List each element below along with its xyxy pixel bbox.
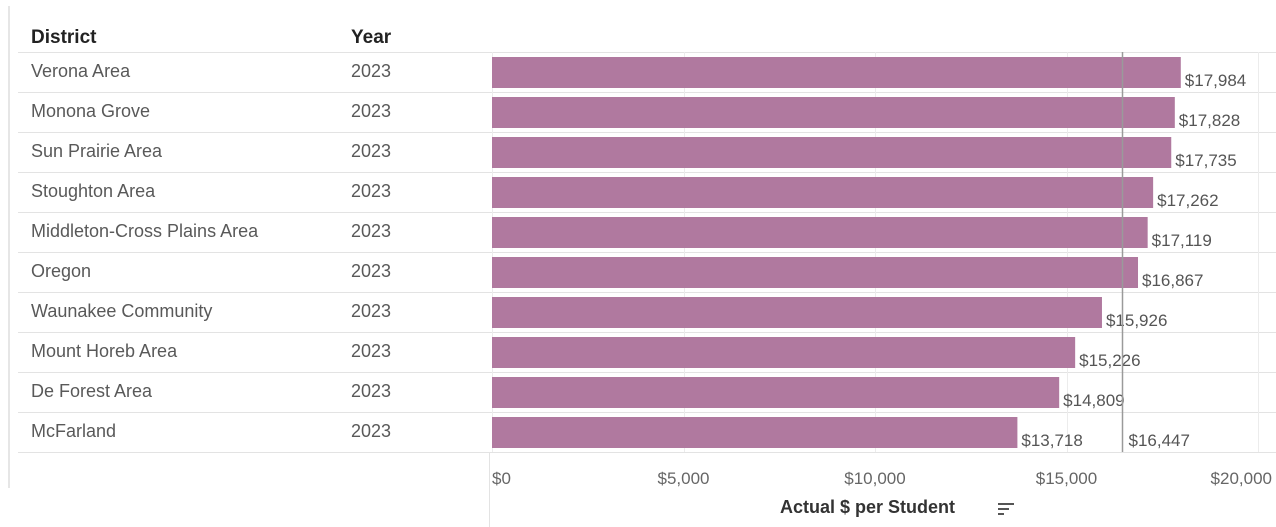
bar-value-label: $16,867 xyxy=(1142,271,1203,290)
bar[interactable] xyxy=(492,257,1139,288)
bar-value-label: $17,119 xyxy=(1152,231,1212,250)
x-tick-label: $5,000 xyxy=(658,469,710,488)
row-separator xyxy=(18,212,1276,213)
year-column-header[interactable]: Year xyxy=(351,27,392,48)
row-separator xyxy=(18,452,1276,453)
bar[interactable] xyxy=(492,377,1060,408)
reference-line-label: $16,447 xyxy=(1129,431,1190,450)
bar[interactable] xyxy=(492,217,1148,248)
bar[interactable] xyxy=(492,97,1175,128)
district-cell[interactable]: De Forest Area xyxy=(31,381,153,401)
x-tick-label: $10,000 xyxy=(844,469,905,488)
row-separator xyxy=(18,92,1276,93)
year-cell: 2023 xyxy=(351,301,392,321)
x-axis-title: Actual $ per Student xyxy=(780,497,956,517)
district-cell[interactable]: Verona Area xyxy=(31,61,131,81)
year-cell: 2023 xyxy=(351,261,392,281)
district-cell[interactable]: McFarland xyxy=(31,421,117,441)
x-tick-label: $15,000 xyxy=(1036,469,1097,488)
row-separator xyxy=(18,412,1276,413)
bar[interactable] xyxy=(492,417,1018,448)
year-cell: 2023 xyxy=(351,181,392,201)
year-cell: 2023 xyxy=(351,61,392,81)
district-column-header[interactable]: District xyxy=(31,27,97,48)
year-cell: 2023 xyxy=(351,381,392,401)
year-cell: 2023 xyxy=(351,141,392,161)
axis-divider xyxy=(489,452,490,527)
row-separator xyxy=(18,172,1276,173)
district-cell[interactable]: Oregon xyxy=(31,261,92,281)
district-cell[interactable]: Stoughton Area xyxy=(31,181,156,201)
bar-value-label: $15,926 xyxy=(1106,311,1167,330)
sort-icon[interactable] xyxy=(997,500,1015,518)
year-cell: 2023 xyxy=(351,341,392,361)
left-border xyxy=(8,6,10,488)
row-separator xyxy=(18,292,1276,293)
bar[interactable] xyxy=(492,297,1102,328)
row-separator xyxy=(18,372,1276,373)
row-separator xyxy=(18,332,1276,333)
year-cell: 2023 xyxy=(351,101,392,121)
bar-value-label: $17,262 xyxy=(1157,191,1218,210)
row-separator xyxy=(18,132,1276,133)
district-cell[interactable]: Monona Grove xyxy=(31,101,151,121)
bar-value-label: $17,984 xyxy=(1185,71,1246,90)
district-cell[interactable]: Mount Horeb Area xyxy=(31,341,178,361)
district-cell[interactable]: Sun Prairie Area xyxy=(31,141,163,161)
bar[interactable] xyxy=(492,177,1154,208)
row-separator xyxy=(18,52,1276,53)
bar-value-label: $17,735 xyxy=(1175,151,1236,170)
bar[interactable] xyxy=(492,57,1181,88)
bar-value-label: $13,718 xyxy=(1021,431,1082,450)
row-separator xyxy=(18,252,1276,253)
bar-value-label: $15,226 xyxy=(1079,351,1140,370)
bar[interactable] xyxy=(492,337,1076,368)
x-tick-label: $20,000 xyxy=(1211,469,1272,488)
x-tick-label: $0 xyxy=(492,469,511,488)
year-cell: 2023 xyxy=(351,421,392,441)
bar-value-label: $14,809 xyxy=(1063,391,1124,410)
district-cell[interactable]: Waunakee Community xyxy=(31,301,213,321)
bar[interactable] xyxy=(492,137,1172,168)
bar-value-label: $17,828 xyxy=(1179,111,1240,130)
year-cell: 2023 xyxy=(351,221,392,241)
district-cell[interactable]: Middleton-Cross Plains Area xyxy=(31,221,259,241)
